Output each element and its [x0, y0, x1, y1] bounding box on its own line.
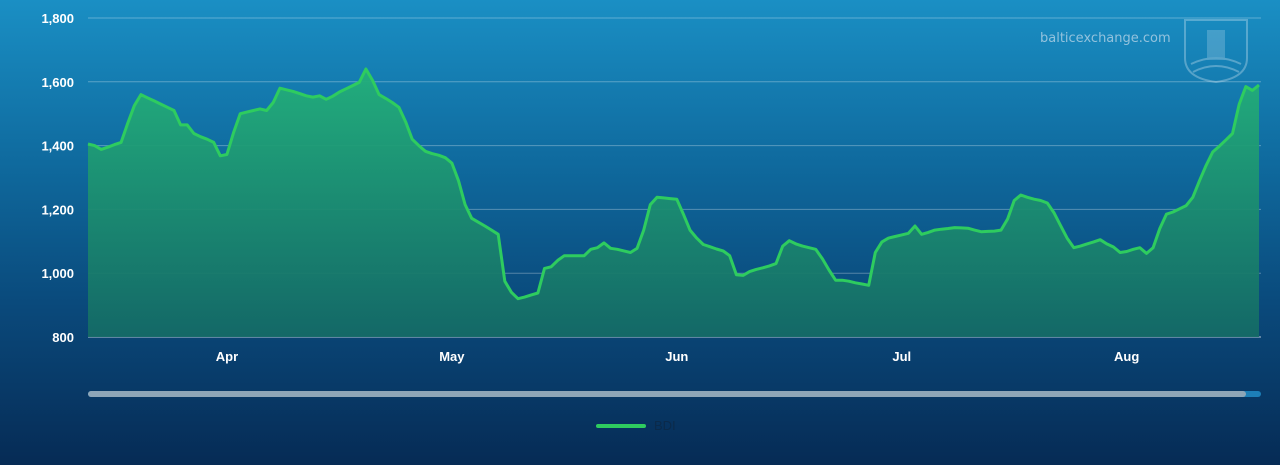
x-tick-label: Apr: [216, 349, 238, 364]
y-tick-label: 1,000: [41, 266, 74, 281]
legend-label: BDI: [654, 418, 676, 433]
y-axis-ticks: 800 1,000 1,200 1,400 1,600 1,800: [41, 11, 74, 345]
y-tick-label: 1,800: [41, 11, 74, 26]
range-scrollbar[interactable]: [88, 391, 1261, 397]
y-tick-label: 1,600: [41, 75, 74, 90]
baltic-exchange-logo-icon: [1184, 19, 1248, 84]
scrollbar-thumb[interactable]: [88, 391, 1246, 397]
x-axis-ticks: AprMayJunJulAugSep: [216, 349, 1140, 364]
bdi-area-fill: [88, 69, 1259, 337]
y-tick-label: 800: [52, 330, 74, 345]
x-tick-label: May: [439, 349, 465, 364]
y-tick-label: 1,400: [41, 139, 74, 154]
y-tick-label: 1,200: [41, 202, 74, 217]
watermark-text: balticexchange.com: [1040, 31, 1171, 46]
bdi-series-line: [87, 67, 1260, 301]
x-tick-label: Jun: [665, 349, 688, 364]
legend[interactable]: BDI: [596, 418, 676, 433]
x-tick-label: Jul: [892, 349, 911, 364]
legend-line-swatch: [596, 423, 646, 428]
x-tick-label: Aug: [1114, 349, 1139, 364]
plot-area: [87, 67, 1260, 337]
